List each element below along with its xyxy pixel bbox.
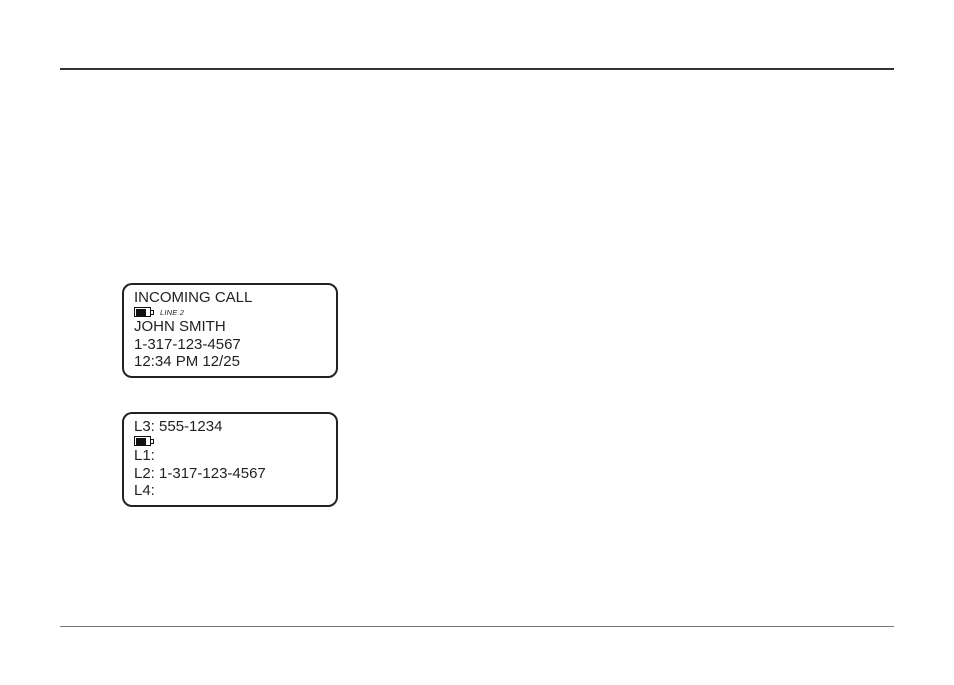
battery-icon xyxy=(134,307,154,317)
line-indicator-label: LINE 2 xyxy=(160,308,184,317)
horizontal-rule-top xyxy=(60,68,894,70)
incoming-call-panel: INCOMING CALL LINE 2 JOHN SMITH 1-317-12… xyxy=(122,283,338,378)
caller-name: JOHN SMITH xyxy=(134,318,326,335)
line-row: L1: xyxy=(134,447,326,464)
battery-row xyxy=(134,436,326,446)
line-status-panel: L3: 555-1234 L1: L2: 1-317-123-4567 L4: xyxy=(122,412,338,507)
battery-icon xyxy=(134,436,154,446)
line-row: L4: xyxy=(134,482,326,499)
caller-number: 1-317-123-4567 xyxy=(134,336,326,353)
line-row: L2: 1-317-123-4567 xyxy=(134,465,326,482)
horizontal-rule-bottom xyxy=(60,626,894,627)
battery-row: LINE 2 xyxy=(134,307,326,317)
incoming-call-title: INCOMING CALL xyxy=(134,289,326,306)
line-row: L3: 555-1234 xyxy=(134,418,326,435)
call-timestamp: 12:34 PM 12/25 xyxy=(134,353,326,370)
